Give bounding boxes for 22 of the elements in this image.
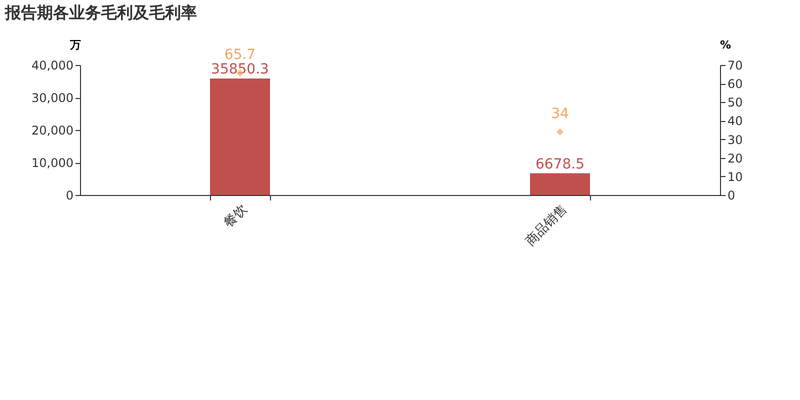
data-label: 65.7 xyxy=(224,46,256,63)
x-tick-label: 商品销售 xyxy=(523,202,570,250)
y2-axis-title: % xyxy=(720,38,732,52)
y-tick-label: 10,000 xyxy=(32,156,74,170)
x-tick-label: 餐饮 xyxy=(221,202,250,231)
chart-title: 报告期各业务毛利及毛利率 xyxy=(4,3,197,22)
y2-tick-label: 30 xyxy=(728,132,743,147)
data-label: 35850.3 xyxy=(211,61,269,78)
y2-tick-label: 40 xyxy=(728,114,743,128)
y-axis-title: 万 xyxy=(69,38,81,52)
y2-tick-label: 60 xyxy=(728,77,743,92)
y2-tick-label: 70 xyxy=(728,58,743,72)
y2-tick-label: 20 xyxy=(728,151,743,166)
y-tick-label: 30,000 xyxy=(32,91,74,105)
y-tick-label: 20,000 xyxy=(32,124,74,138)
data-label: 34 xyxy=(551,106,569,122)
data-label: 6678.5 xyxy=(536,156,584,172)
y2-tick-label: 50 xyxy=(728,96,743,110)
y2-tick-label: 0 xyxy=(728,188,736,202)
y-tick-label: 0 xyxy=(66,188,74,202)
y-tick-label: 40,000 xyxy=(32,58,74,72)
y2-tick-label: 10 xyxy=(728,170,743,184)
